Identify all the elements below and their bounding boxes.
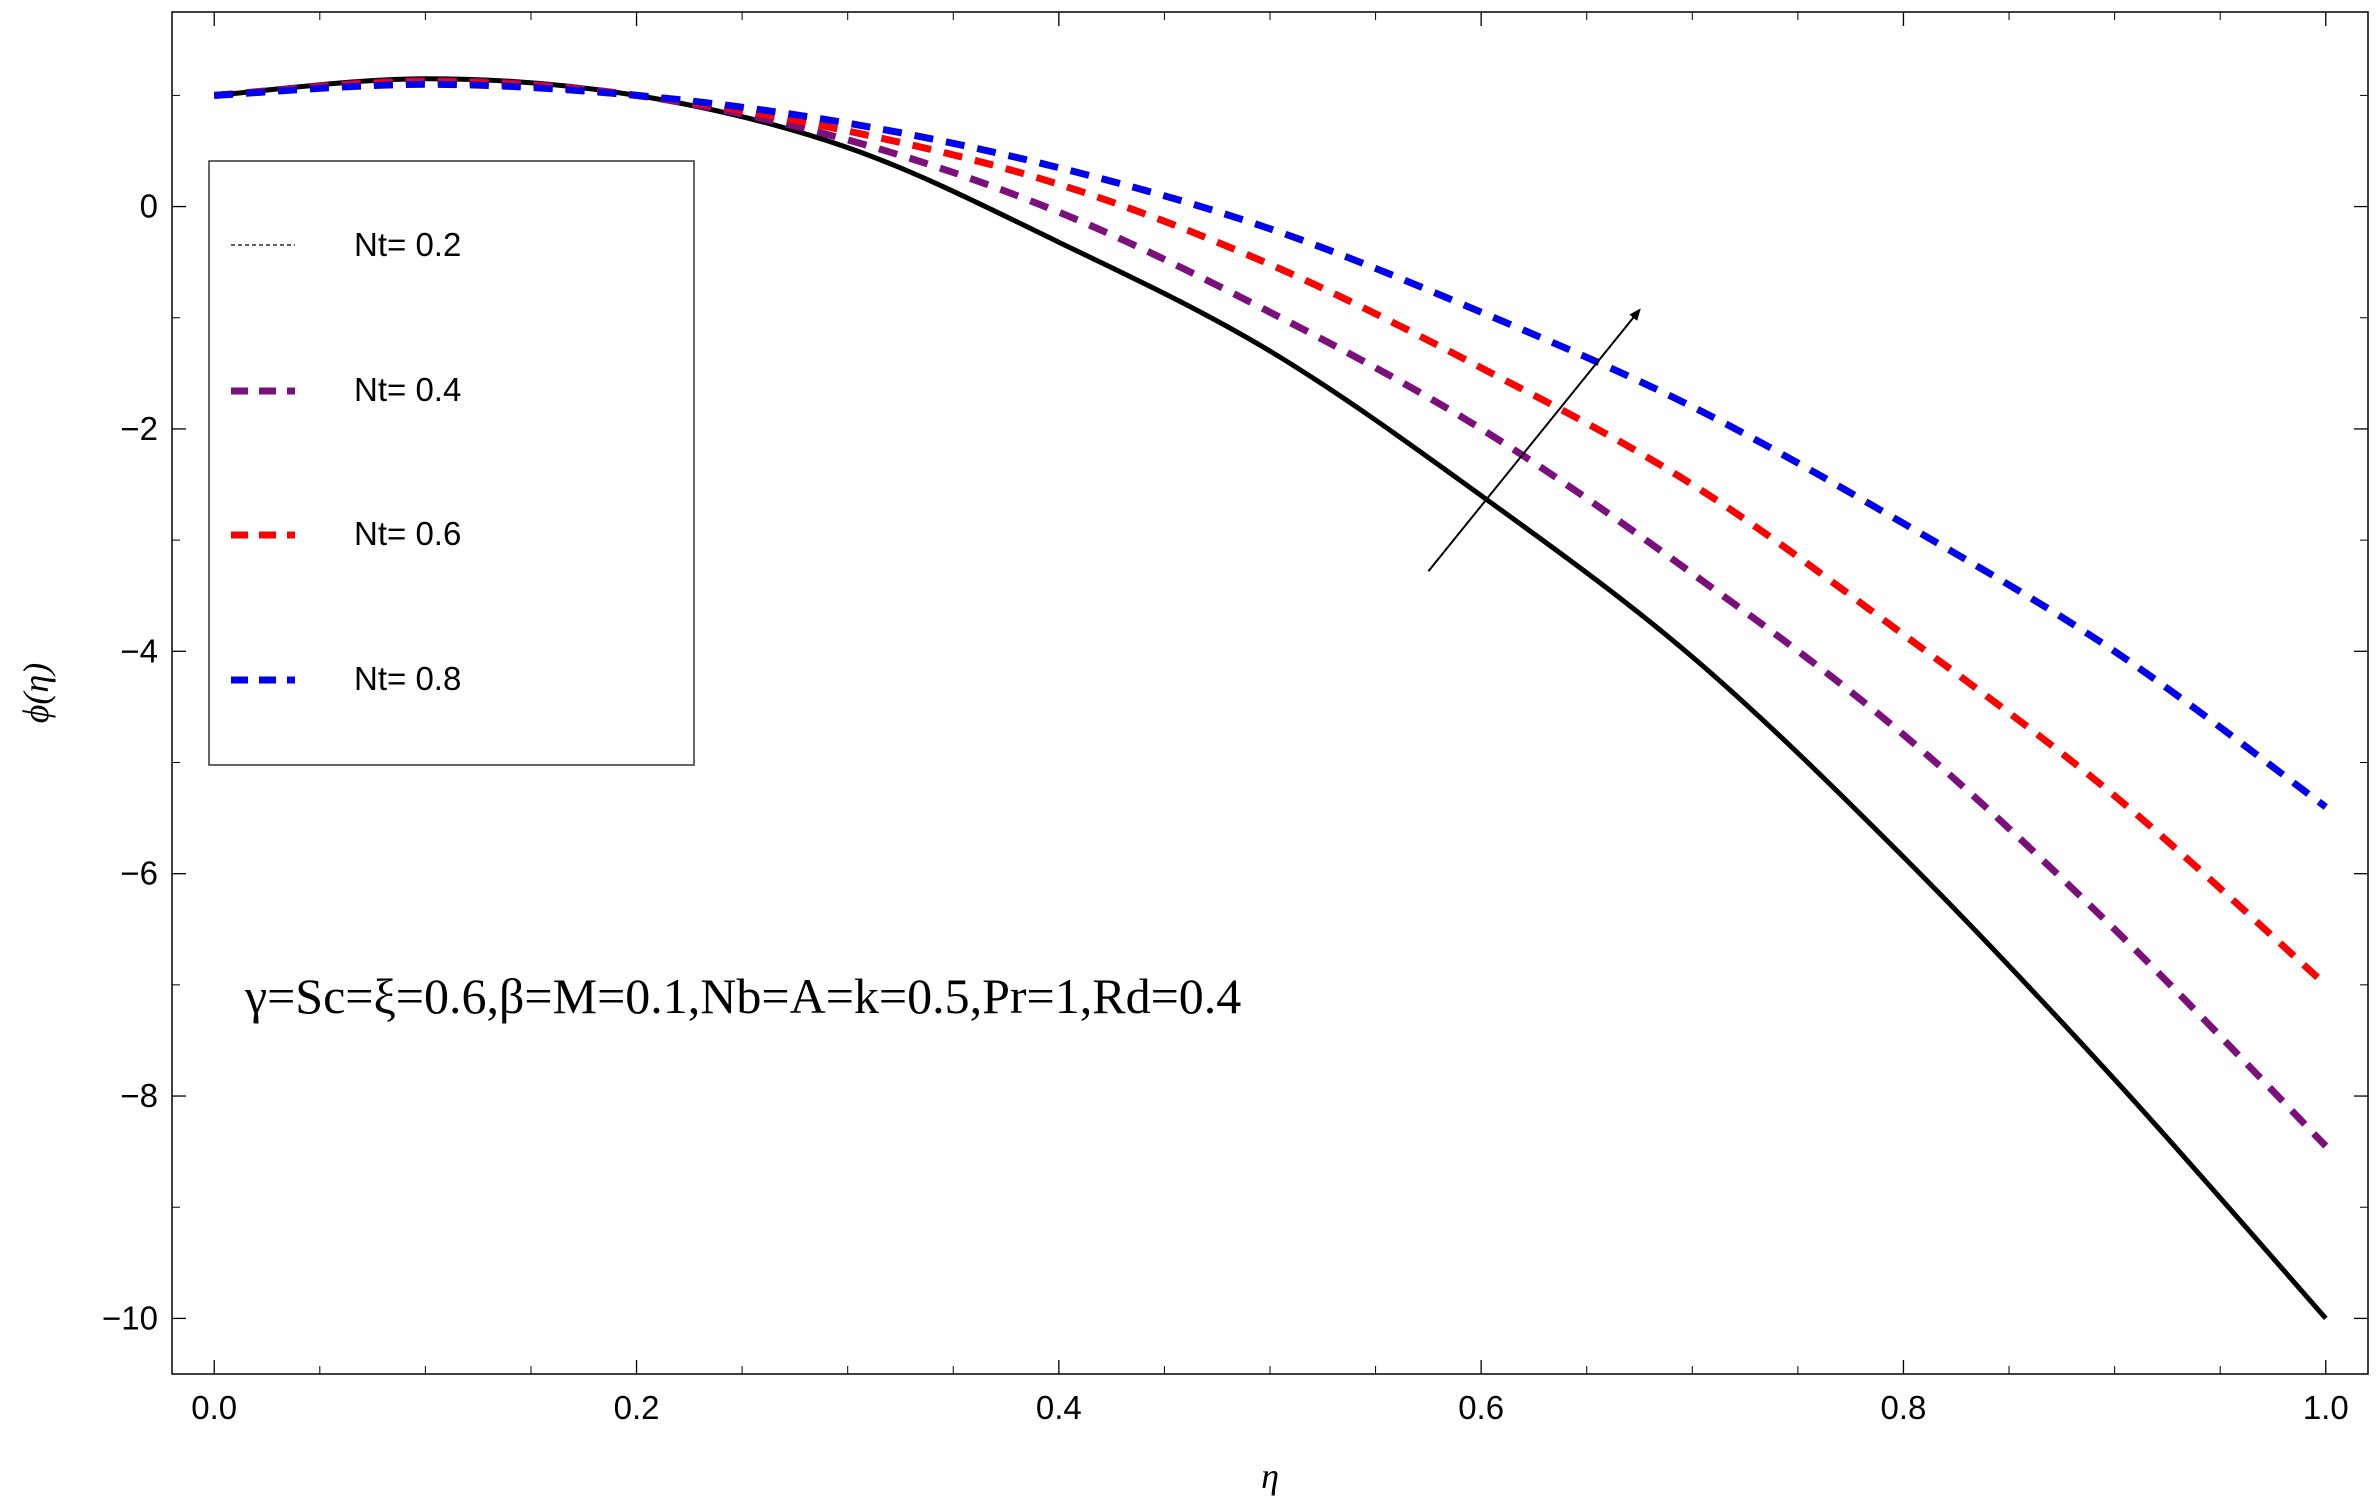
x-tick-label: 0.6 — [1458, 1389, 1504, 1426]
parameter-annotation: γ=Sc=ξ=0.6,β=M=0.1,Nb=A=k=0.5,Pr=1,Rd=0.… — [244, 968, 1241, 1024]
x-tick-label: 0.4 — [1036, 1389, 1082, 1426]
y-tick-label: −8 — [120, 1077, 158, 1114]
legend-box — [208, 160, 695, 766]
series-line-2 — [213, 78, 2329, 988]
y-tick-label: −2 — [120, 410, 158, 447]
series-group — [213, 76, 2329, 1321]
x-tick-label: 0.8 — [1881, 1389, 1927, 1426]
y-tick-label: −4 — [120, 632, 158, 669]
legend-label-3: Nt= 0.8 — [354, 660, 461, 697]
x-tick-label: 0.2 — [614, 1389, 660, 1426]
legend: Nt= 0.2 Nt= 0.4 Nt= 0.6 Nt= 0.8 — [208, 160, 695, 766]
legend-label-2: Nt= 0.6 — [354, 515, 461, 552]
y-tick-label: −10 — [102, 1299, 158, 1336]
series-line-3 — [214, 80, 2328, 810]
y-axis-label: ϕ(η) — [16, 663, 56, 723]
x-axis-label: η — [1261, 1456, 1279, 1496]
legend-label-0: Nt= 0.2 — [354, 226, 461, 263]
y-tick-label: −6 — [120, 855, 158, 892]
y-tick-label: 0 — [140, 188, 158, 225]
legend-label-1: Nt= 0.4 — [354, 371, 461, 408]
series-line-1 — [213, 77, 2329, 1149]
x-tick-label: 1.0 — [2303, 1389, 2349, 1426]
tick-labels: 0.0 0.2 0.4 0.6 0.8 1.0 0 −2 −4 −6 −8 −10 — [102, 188, 2349, 1426]
axis-ticks — [172, 12, 2368, 1374]
x-tick-label: 0.0 — [191, 1389, 237, 1426]
trend-arrow — [1427, 308, 1641, 572]
